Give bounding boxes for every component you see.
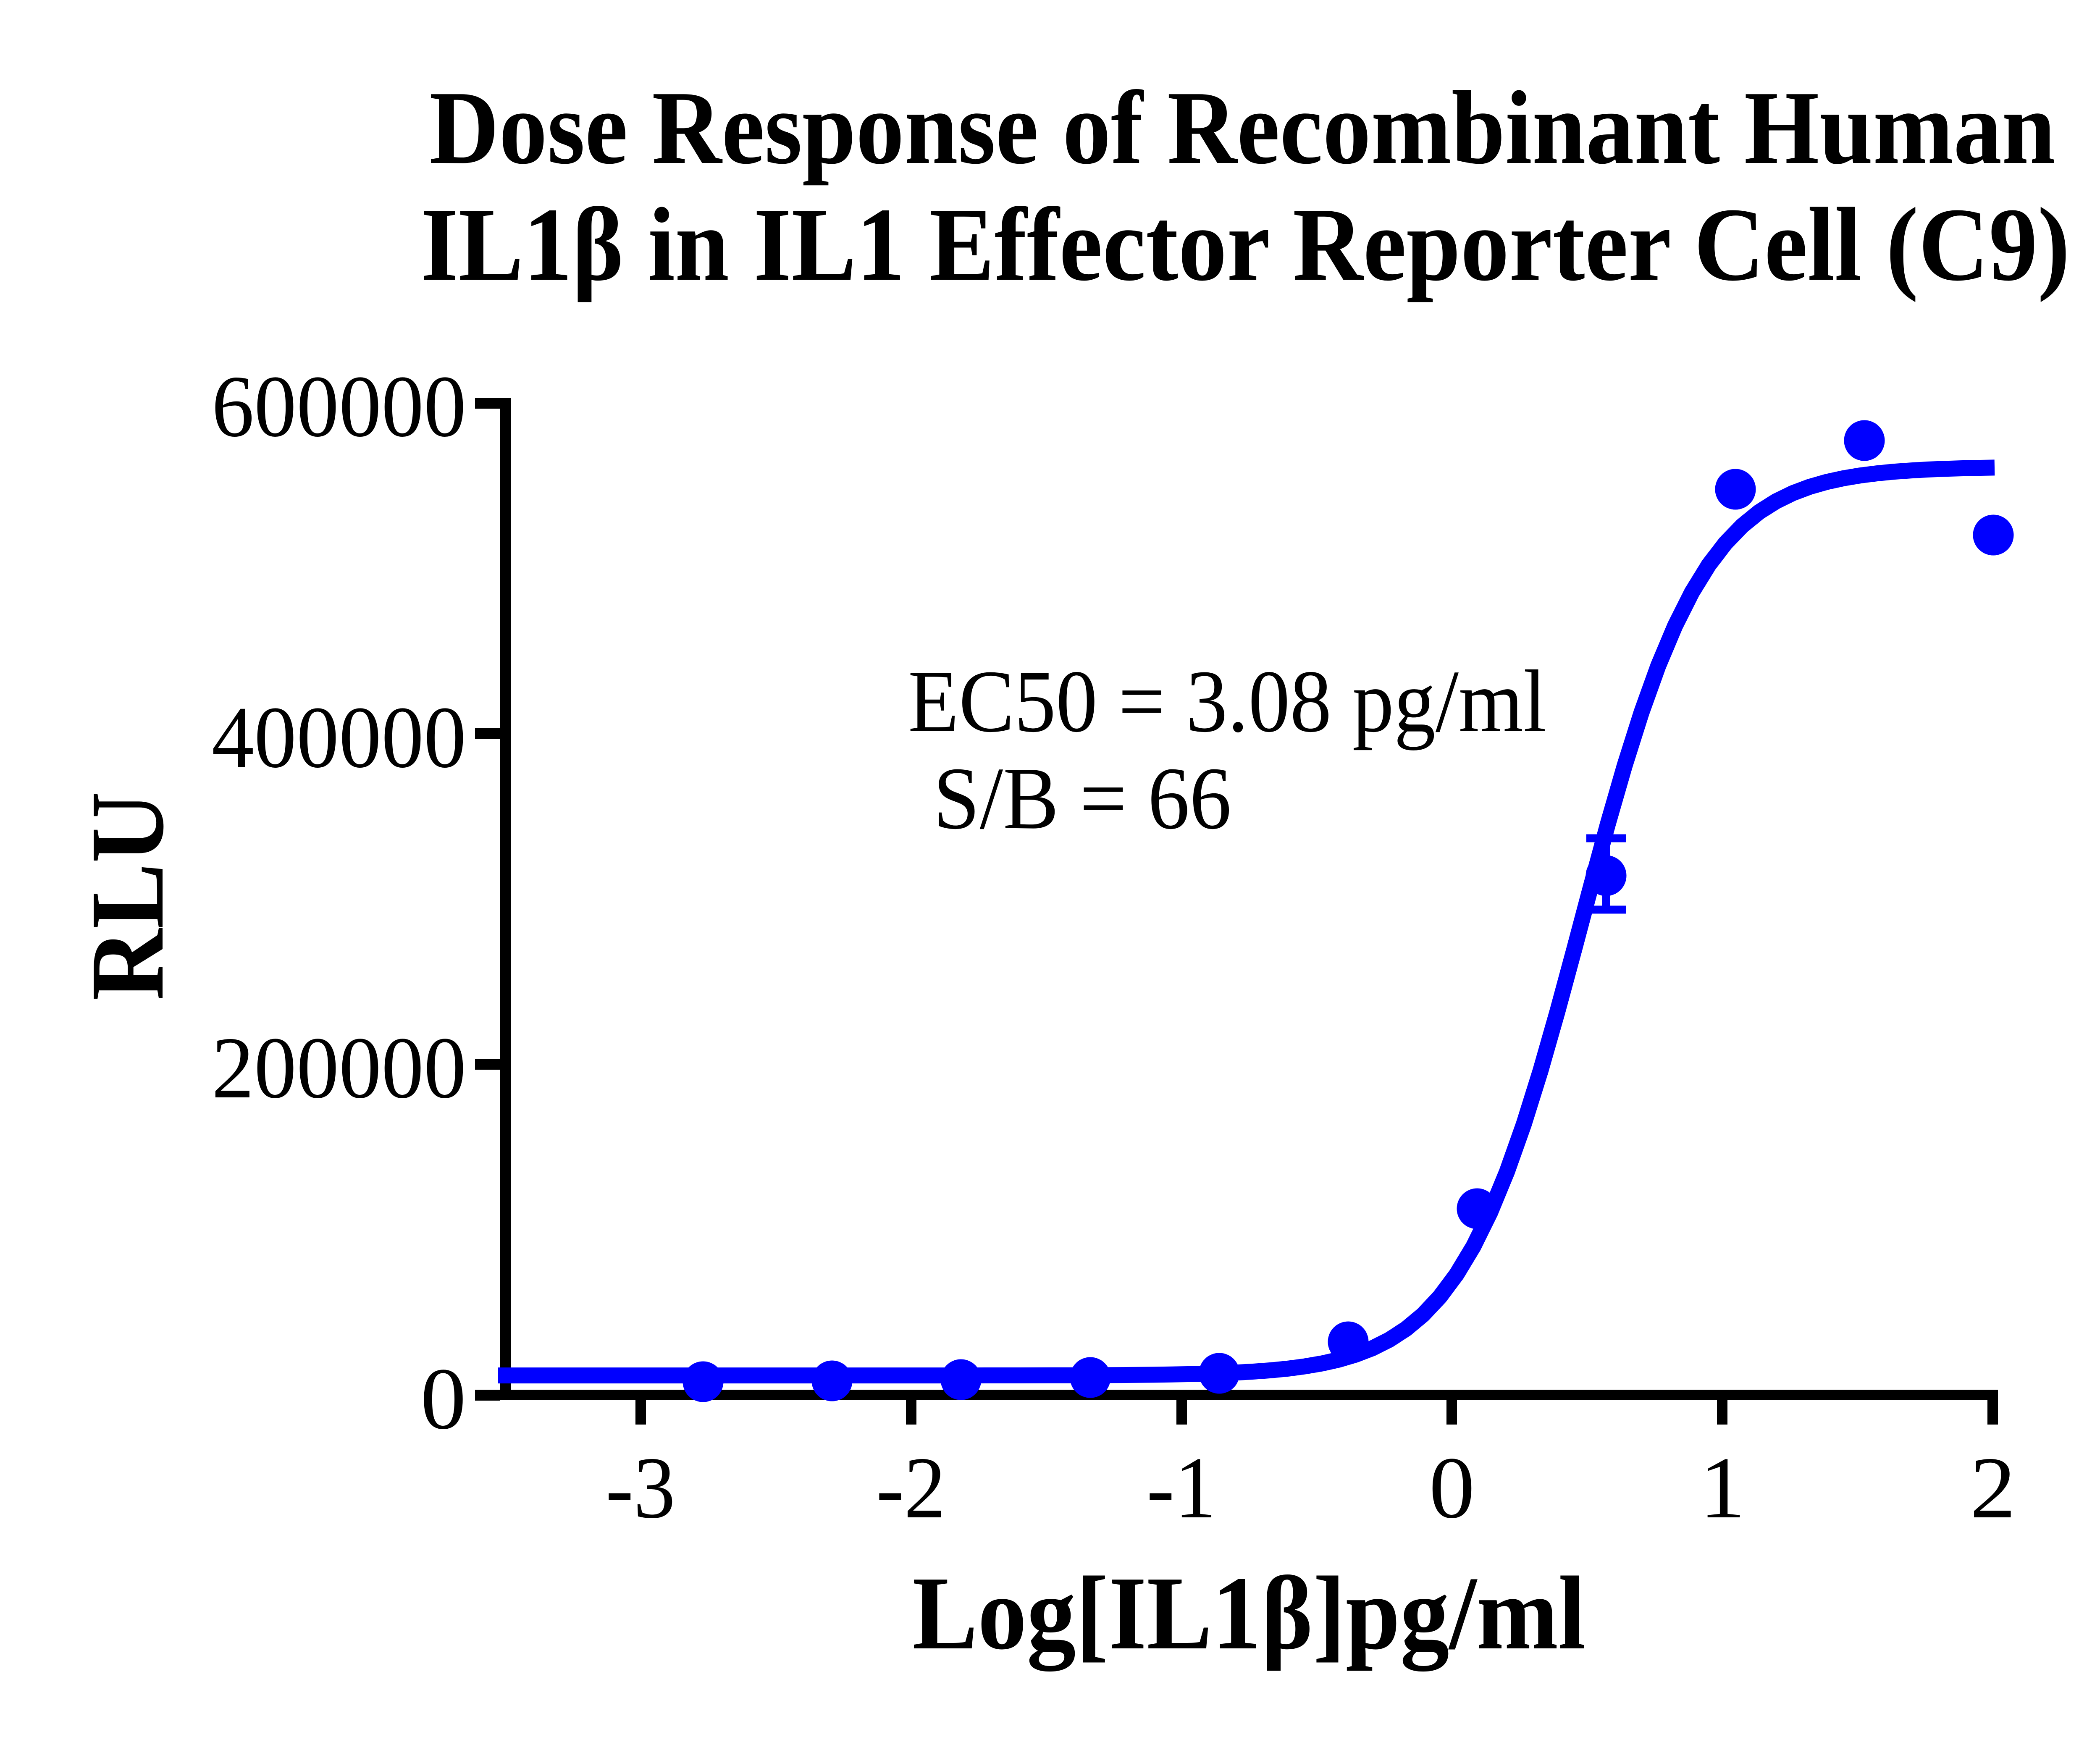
svg-text:2: 2 — [1970, 1439, 2016, 1537]
svg-text:-3: -3 — [606, 1439, 675, 1537]
svg-text:-1: -1 — [1147, 1439, 1216, 1537]
svg-text:-2: -2 — [876, 1439, 946, 1537]
svg-text:Dose Response of Recombinant H: Dose Response of Recombinant Human — [429, 70, 2055, 186]
svg-text:1: 1 — [1700, 1439, 1746, 1537]
svg-text:IL1β in IL1 Effector Reporter: IL1β in IL1 Effector Reporter Cell (C9) — [421, 186, 2070, 303]
svg-text:RLU: RLU — [69, 792, 186, 1000]
svg-text:600000: 600000 — [212, 358, 466, 455]
svg-text:400000: 400000 — [212, 689, 466, 786]
svg-text:S/B = 66: S/B = 66 — [933, 749, 1231, 848]
svg-text:Log[IL1β]pg/ml: Log[IL1β]pg/ml — [912, 1555, 1586, 1671]
svg-text:0: 0 — [1429, 1439, 1475, 1537]
svg-text:EC50 = 3.08 pg/ml: EC50 = 3.08 pg/ml — [908, 652, 1546, 750]
svg-text:0: 0 — [420, 1350, 466, 1448]
svg-text:200000: 200000 — [212, 1019, 466, 1117]
